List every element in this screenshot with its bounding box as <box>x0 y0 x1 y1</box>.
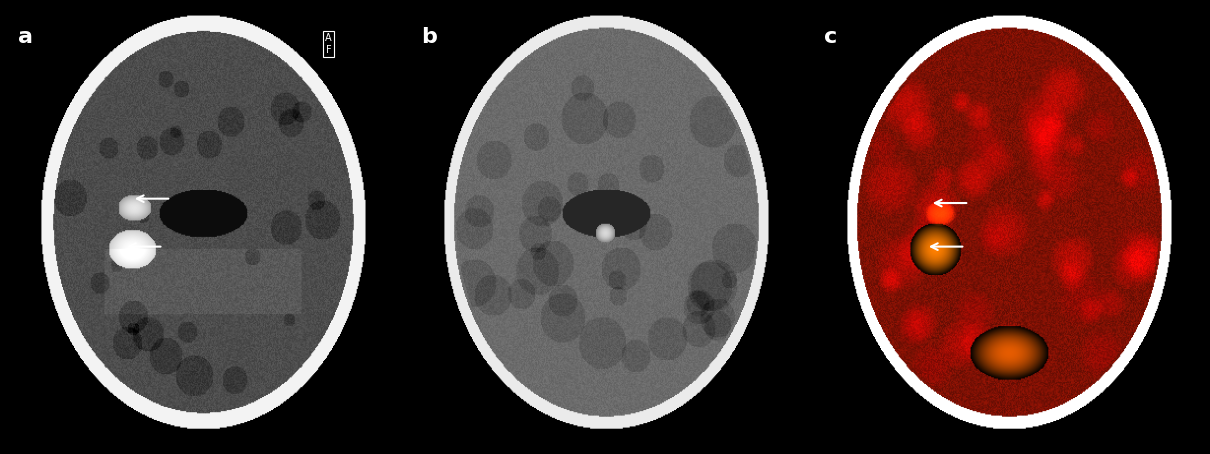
Text: a: a <box>18 26 33 46</box>
Text: c: c <box>824 26 837 46</box>
Text: A
F: A F <box>325 33 332 55</box>
Text: b: b <box>421 26 437 46</box>
